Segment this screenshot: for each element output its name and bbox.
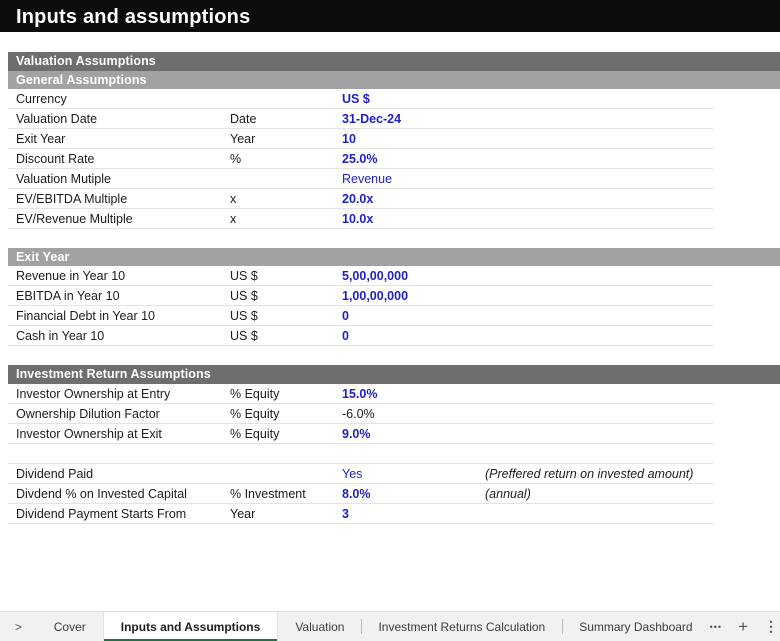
worksheet-title-bar: Inputs and assumptions (0, 0, 780, 32)
row-label: Investor Ownership at Entry (16, 386, 171, 401)
assumption-row: Valuation Mutiple Revenue (8, 169, 713, 189)
spreadsheet-area: Valuation Assumptions General Assumptions… (8, 52, 780, 524)
assumption-row: Currency US $ (8, 89, 713, 109)
sheet-tabs: Cover Inputs and Assumptions Valuation Inve… (37, 612, 710, 641)
value-cell[interactable]: Revenue (342, 171, 393, 186)
value-cell[interactable]: 9.0% (342, 426, 371, 441)
row-label: Valuation Mutiple (16, 171, 111, 186)
row-label: Discount Rate (16, 151, 95, 166)
row-unit: x (230, 211, 237, 226)
row-unit: % (230, 151, 242, 166)
section-exit-year: Exit Year Revenue in Year 10 US $ 5,00,00,0… (8, 248, 780, 346)
section-header: Valuation Assumptions (8, 52, 780, 71)
row-note: (Preffered return on invested amount) (485, 466, 694, 481)
row-label: Ownership Dilution Factor (16, 406, 160, 421)
sheet-tab-inputs-and-assumptions[interactable]: Inputs and Assumptions (102, 612, 279, 641)
assumption-row: Financial Debt in Year 10 US $ 0 (8, 306, 713, 326)
row-unit: % Investment (230, 486, 306, 501)
page-title: Inputs and assumptions (16, 6, 251, 28)
row-unit: % Equity (230, 406, 280, 421)
row-label: Exit Year (16, 131, 66, 146)
row-label: Valuation Date (16, 111, 98, 126)
assumption-row: Divdend % on Invested Capital % Investmen… (8, 484, 713, 504)
row-unit: Date (230, 111, 257, 126)
sheet-tab-cover[interactable]: Cover (53, 619, 86, 634)
assumption-row: EV/EBITDA Multiple x 20.0x (8, 189, 713, 209)
sheet-tab-investment-returns-calculation[interactable]: Investment Returns Calculation (361, 612, 562, 641)
section-header: General Assumptions (8, 71, 780, 89)
section-header: Exit Year (8, 248, 780, 266)
row-label: Investor Ownership at Exit (16, 426, 162, 441)
sheet-tab-bar: > Cover Inputs and Assumptions Valuation In… (0, 611, 780, 641)
section-investment-return-assumptions: Investment Return Assumptions Investor Ow… (8, 365, 780, 444)
row-unit: US $ (230, 288, 258, 303)
assumption-row: Investor Ownership at Entry % Equity 15.0% (8, 384, 713, 404)
row-unit: Year (230, 506, 256, 521)
value-cell[interactable]: 8.0% (342, 486, 371, 501)
assumption-row: Valuation Date Date 31-Dec-24 (8, 109, 713, 129)
value-cell[interactable]: 3 (342, 506, 349, 521)
value-cell[interactable]: 31-Dec-24 (342, 111, 402, 126)
row-label: Currency (16, 91, 67, 106)
row-unit: x (230, 191, 237, 206)
all-sheets-icon[interactable]: ••• (709, 621, 723, 632)
value-cell[interactable]: US $ (342, 91, 370, 106)
row-note: (annual) (485, 486, 531, 501)
assumption-row: Exit Year Year 10 (8, 129, 713, 149)
row-unit: Year (230, 131, 256, 146)
value-cell[interactable]: 1,00,00,000 (342, 288, 409, 303)
value-cell[interactable]: 0 (342, 308, 349, 323)
overflow-menu-icon[interactable]: ⋮ (764, 618, 778, 634)
row-label: Financial Debt in Year 10 (16, 308, 155, 323)
assumption-row: EBITDA in Year 10 US $ 1,00,00,000 (8, 286, 713, 306)
value-cell[interactable]: 10 (342, 131, 356, 146)
row-label: Divdend % on Invested Capital (16, 486, 187, 501)
assumption-row: Discount Rate% 25.0% (8, 149, 713, 169)
section-header: Investment Return Assumptions (8, 365, 780, 384)
row-label: Dividend Payment Starts From (16, 506, 187, 521)
row-label: EBITDA in Year 10 (16, 288, 120, 303)
value-cell[interactable]: 20.0x (342, 191, 374, 206)
row-label: Revenue in Year 10 (16, 268, 126, 283)
assumption-row: EV/Revenue Multiple x 10.0x (8, 209, 713, 229)
assumption-row: Investor Ownership at Exit % Equity 9.0% (8, 424, 713, 444)
section-dividends: Dividend Paid Yes (Preffered return on inv… (8, 463, 713, 524)
value-cell[interactable]: 5,00,00,000 (342, 268, 409, 283)
row-unit: % Equity (230, 426, 280, 441)
row-unit: US $ (230, 328, 258, 343)
add-sheet-icon[interactable]: + (738, 616, 748, 636)
row-unit: % Equity (230, 386, 280, 401)
value-cell[interactable]: 25.0% (342, 151, 378, 166)
assumption-row: Ownership Dilution Factor % Equity -6.0% (8, 404, 713, 424)
row-label: Cash in Year 10 (16, 328, 105, 343)
sheet-nav-next-icon[interactable]: > (14, 619, 22, 634)
value-cell[interactable]: 15.0% (342, 386, 378, 401)
value-cell[interactable]: 10.0x (342, 211, 374, 226)
assumption-row: Cash in Year 10 US $ 0 (8, 326, 713, 346)
row-unit: US $ (230, 308, 258, 323)
assumption-row: Dividend Paid Yes (Preffered return on inv… (8, 464, 713, 484)
assumption-row: Revenue in Year 10 US $ 5,00,00,000 (8, 266, 713, 286)
row-label: EV/Revenue Multiple (16, 211, 133, 226)
value-cell[interactable]: Yes (342, 466, 363, 481)
row-unit: US $ (230, 268, 258, 283)
sheet-tab-summary-dashboard[interactable]: Summary Dashboard (562, 612, 709, 641)
value-cell[interactable]: -6.0% (342, 406, 375, 421)
row-label: EV/EBITDA Multiple (16, 191, 128, 206)
assumption-row: Dividend Payment Starts From Year 3 (8, 504, 713, 524)
sheet-tab-valuation[interactable]: Valuation (295, 619, 345, 634)
section-valuation-assumptions: Valuation Assumptions General Assumptions… (8, 52, 780, 229)
row-label: Dividend Paid (16, 466, 94, 481)
tab-bar-actions: ••• + ⋮ (710, 612, 780, 641)
value-cell[interactable]: 0 (342, 328, 349, 343)
